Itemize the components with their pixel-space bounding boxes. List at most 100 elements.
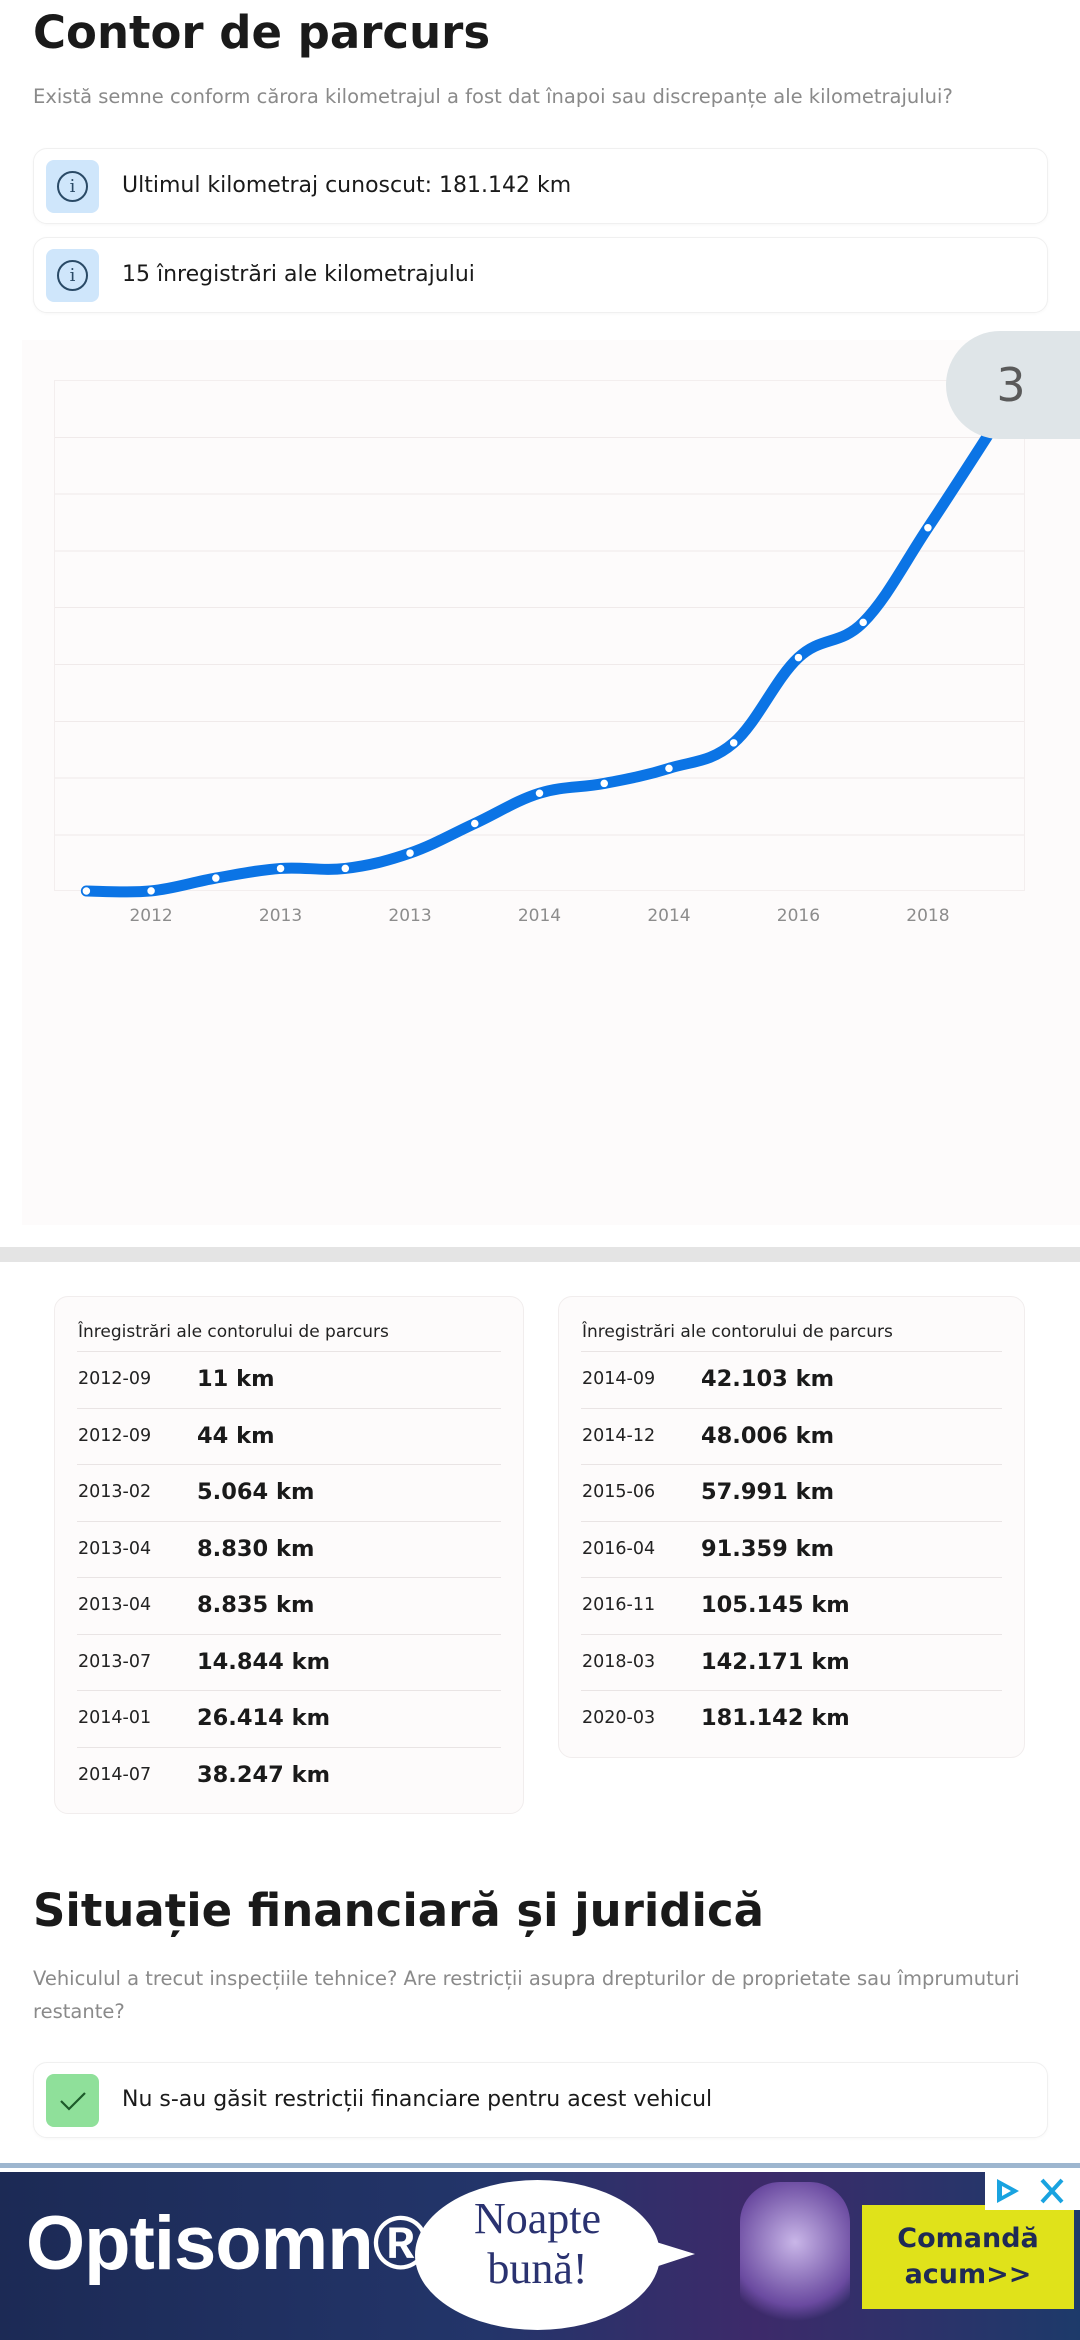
info-icon: i: [46, 160, 99, 213]
table-row: 2015-06 57.991 km: [581, 1465, 1002, 1522]
ad-controls: [985, 2172, 1080, 2210]
row-km: 26.414 km: [197, 1705, 331, 1731]
point: [145, 885, 157, 897]
plot-area: [54, 380, 1025, 891]
row-date: 2016-11: [582, 1595, 656, 1615]
row-km: 44 km: [197, 1422, 275, 1449]
point: [598, 778, 610, 789]
row-date: 2016-04: [582, 1538, 656, 1559]
row-km: 181.142 km: [701, 1705, 850, 1731]
ad-bubble: [415, 2180, 660, 2330]
table-card: Înregistrări ale contorului de parcurs 20…: [558, 1296, 1025, 1758]
row-date: 2013-04: [78, 1595, 152, 1615]
ad-icons: [997, 2178, 1064, 2204]
point: [404, 847, 416, 859]
info-text: Ultimul kilometraj cunoscut: 181.142 km: [122, 173, 572, 198]
ad-cta-line: acum>>: [904, 2259, 1032, 2290]
table-row: 2012-09 11 km: [77, 1352, 501, 1409]
info-text: 15 înregistrări ale kilometrajului: [122, 262, 475, 287]
point: [663, 763, 675, 774]
table-row: 2014-09 42.103 km: [581, 1352, 1002, 1409]
row-km: 14.844 km: [197, 1648, 331, 1675]
row-date: 2013-02: [78, 1482, 152, 1502]
point: [81, 885, 92, 897]
table-row: 2016-11 105.145 km: [581, 1578, 1002, 1635]
ad-brand: Optisomn®: [26, 2201, 429, 2286]
table-row: 2014-12 48.006 km: [581, 1409, 1002, 1465]
point: [275, 863, 286, 874]
row-date: 2018-03: [582, 1651, 656, 1672]
status-text: Nu s-au găsit restricții financiare pent…: [122, 2087, 713, 2112]
ad-border: [0, 2163, 1080, 2168]
row-date: 2015-06: [582, 1482, 656, 1502]
ad-bubble-line: Noapte: [473, 2194, 602, 2243]
ad-bubble-tail: [640, 2237, 695, 2272]
ad-illustration: [740, 2182, 850, 2332]
ad-banner[interactable]: Optisomn® Noapte bună! Comandă acum>>: [0, 2172, 1080, 2340]
ad-cta-line: Comandă: [897, 2223, 1039, 2254]
point: [922, 522, 934, 534]
check-mark: [59, 2091, 86, 2111]
table-row: 2013-04 8.835 km: [77, 1578, 501, 1635]
table-row: 2020-03 181.142 km: [581, 1691, 1002, 1747]
table-row: 2016-04 91.359 km: [581, 1522, 1002, 1578]
info-glyph: i: [57, 260, 88, 291]
table-row: 2014-01 26.414 km: [77, 1691, 501, 1748]
divider: [0, 1247, 1080, 1262]
row-date: 2013-04: [78, 1538, 152, 1559]
row-km: 5.064 km: [197, 1479, 315, 1505]
info-card: i 15 înregistrări ale kilometrajului: [33, 237, 1048, 313]
status-card: Nu s-au găsit restricții financiare pent…: [33, 2062, 1048, 2138]
row-date: 2014-09: [582, 1369, 656, 1389]
row-km: 11 km: [197, 1366, 275, 1392]
table-row: 2013-02 5.064 km: [77, 1465, 501, 1522]
ad-cta[interactable]: Comandă acum>>: [862, 2205, 1074, 2309]
row-date: 2014-01: [78, 1708, 152, 1728]
row-km: 57.991 km: [701, 1479, 835, 1505]
row-km: 38.247 km: [197, 1761, 331, 1788]
info-icon: i: [46, 249, 99, 302]
point: [793, 652, 804, 663]
table-header: Înregistrări ale contorului de parcurs: [77, 1317, 501, 1352]
table-header: Înregistrări ale contorului de parcurs: [581, 1317, 1002, 1352]
row-date: 2012-09: [78, 1369, 152, 1389]
row-km: 42.103 km: [701, 1366, 835, 1392]
x-tick-label: 2014: [518, 906, 561, 926]
ad-bubble-text: Noapte bună!: [430, 2194, 645, 2294]
point: [340, 863, 351, 874]
page-badge[interactable]: 3: [946, 331, 1080, 439]
row-date: 2013-07: [78, 1651, 152, 1672]
table-row: 2013-07 14.844 km: [77, 1635, 501, 1691]
point: [210, 872, 222, 884]
table-row: 2012-09 44 km: [77, 1409, 501, 1465]
point: [469, 818, 481, 829]
row-km: 91.359 km: [701, 1535, 835, 1562]
x-tick-label: 2014: [647, 906, 690, 926]
section-subtitle: Vehiculul a trecut inspecțiile tehnice? …: [33, 1967, 1020, 2023]
table-card: Înregistrări ale contorului de parcurs 20…: [54, 1296, 524, 1814]
section-title: Situație financiară și juridică: [33, 1884, 764, 1937]
row-km: 8.830 km: [197, 1535, 315, 1562]
x-tick-label: 2018: [906, 906, 949, 926]
row-km: 105.145 km: [701, 1592, 850, 1618]
info-glyph: i: [57, 171, 88, 202]
table-row: 2014-07 38.247 km: [77, 1748, 501, 1804]
row-km: 48.006 km: [701, 1422, 835, 1449]
x-tick-label: 2016: [777, 906, 820, 926]
point: [534, 788, 545, 799]
row-km: 8.835 km: [197, 1592, 315, 1618]
x-tick-label: 2013: [259, 906, 302, 926]
row-date: 2014-07: [78, 1764, 152, 1785]
badge-number: 3: [996, 358, 1026, 412]
line: [80, 422, 999, 898]
x-tick-label: 2012: [129, 906, 172, 926]
ad-bubble-line: bună!: [487, 2244, 588, 2293]
row-date: 2020-03: [582, 1708, 656, 1728]
table-row: 2018-03 142.171 km: [581, 1635, 1002, 1691]
chart: 2012 2013 2013 2014 2014 2016 2018: [80, 422, 999, 926]
section-title: Contor de parcurs: [33, 6, 491, 59]
row-date: 2012-09: [78, 1425, 152, 1446]
point: [728, 737, 739, 749]
point: [857, 617, 869, 628]
